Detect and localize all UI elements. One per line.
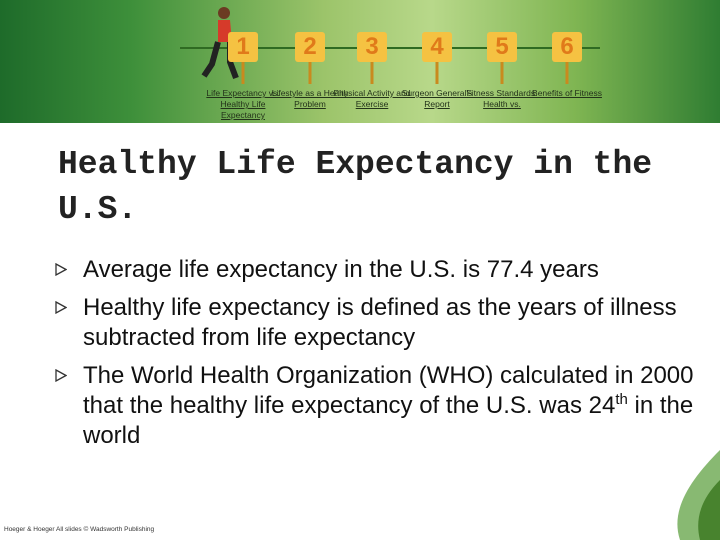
bullet-text: Average life expectancy in the U.S. is 7…: [83, 256, 599, 283]
nav-item[interactable]: 5 Fitness Standards: Health vs.: [462, 0, 542, 123]
nav-label[interactable]: Physical Activity and Exercise: [333, 88, 411, 109]
nav-label[interactable]: Fitness Standards: Health vs.: [466, 88, 538, 109]
bullet-marker: [55, 369, 67, 382]
nav-item[interactable]: 4 Surgeon General's Report: [397, 0, 477, 123]
signpost: [565, 62, 569, 84]
nav-number[interactable]: 1: [228, 32, 258, 62]
nav-item[interactable]: 2 Lifestyle as a Health Problem: [270, 0, 350, 123]
header-band: 1 Life Expectancy vs. Healthy Life Expect…: [0, 0, 720, 123]
nav-label[interactable]: Benefits of Fitness: [532, 88, 602, 98]
footer-credit: Hoeger & Hoeger All slides © Wadsworth P…: [4, 526, 155, 533]
nav-number[interactable]: 4: [422, 32, 452, 62]
nav-number[interactable]: 3: [357, 32, 387, 62]
bullet-item: Average life expectancy in the U.S. is 7…: [55, 255, 695, 285]
bullet-item: Healthy life expectancy is defined as th…: [55, 293, 695, 353]
nav-number[interactable]: 5: [487, 32, 517, 62]
signpost: [370, 62, 374, 84]
nav-item[interactable]: 6 Benefits of Fitness: [527, 0, 607, 123]
signpost: [308, 62, 312, 84]
bullet-text: in the world: [83, 392, 694, 449]
slide-title: Healthy Life Expectancy in the U.S.: [58, 146, 653, 228]
bullet-marker: [55, 263, 67, 276]
nav-number[interactable]: 6: [552, 32, 582, 62]
bullet-list: Average life expectancy in the U.S. is 7…: [55, 255, 695, 459]
nav-label[interactable]: Surgeon General's Report: [401, 88, 473, 109]
nav-number[interactable]: 2: [295, 32, 325, 62]
track-line: [180, 47, 600, 49]
nav-item[interactable]: 3 Physical Activity and Exercise: [332, 0, 412, 123]
signpost: [435, 62, 439, 84]
signpost: [500, 62, 504, 84]
bullet-text: Healthy life expectancy is defined as th…: [83, 294, 677, 351]
nav-label[interactable]: Lifestyle as a Health Problem: [271, 88, 349, 109]
nav-item[interactable]: 1 Life Expectancy vs. Healthy Life Expect…: [203, 0, 283, 123]
leaf-decoration: [677, 450, 720, 540]
superscript: th: [615, 391, 628, 408]
bullet-marker: [55, 301, 67, 314]
nav-label[interactable]: Life Expectancy vs. Healthy Life Expecta…: [206, 88, 280, 120]
bullet-item: The World Health Organization (WHO) calc…: [55, 361, 695, 451]
signpost: [241, 62, 245, 84]
runner-figure: [201, 7, 239, 80]
bullet-text: The World Health Organization (WHO) calc…: [83, 362, 694, 419]
